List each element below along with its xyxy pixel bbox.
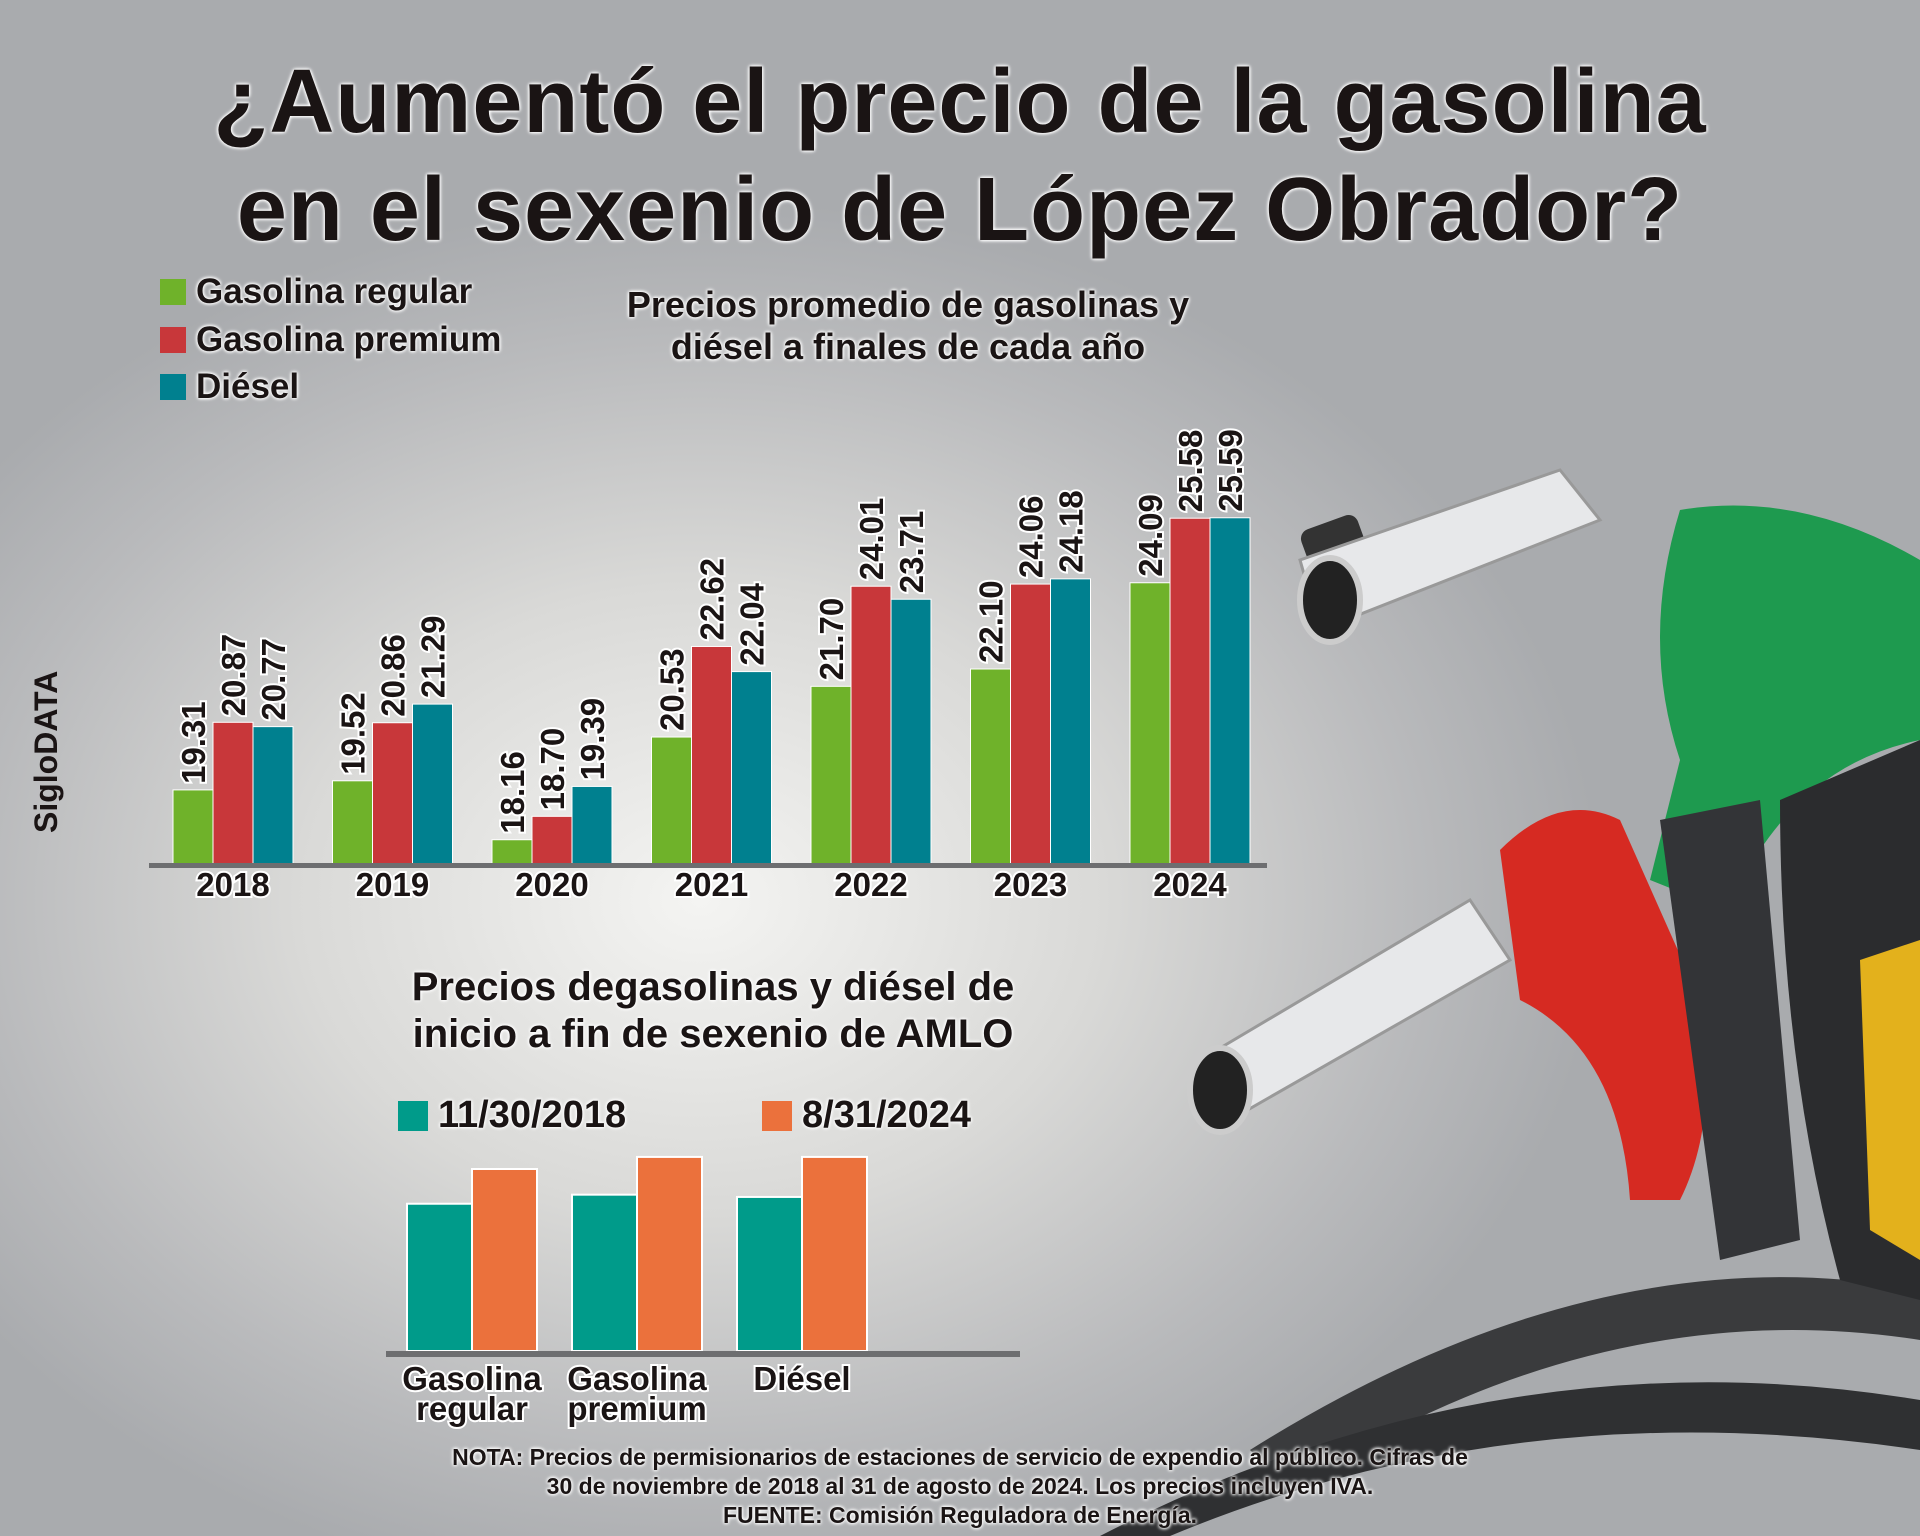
legend-item-diesel: Diésel	[160, 367, 299, 407]
legend-label: 8/31/2024	[802, 1094, 972, 1136]
legend-item-start: 11/30/2018	[398, 1094, 626, 1137]
value-label: 22.62	[694, 558, 731, 641]
value-label: 19.52	[335, 692, 372, 775]
note-line-2: 30 de noviembre de 2018 al 31 de agosto …	[546, 1473, 1374, 1499]
legend-item-end: 8/31/2024	[762, 1094, 971, 1137]
bar-2021-2	[731, 671, 772, 865]
value-label: 19.39	[574, 698, 611, 781]
chart-1-title-line-1: Precios promedio de gasolinas y	[626, 284, 1190, 325]
value-label: 18.70	[534, 728, 571, 811]
value-label: 24.18	[1053, 490, 1090, 573]
legend-item-premium: Gasolina premium	[160, 320, 501, 360]
bar-gasolina-1	[636, 1155, 703, 1352]
bar-2018-1	[212, 721, 254, 865]
source-line: FUENTE: Comisión Reguladora de Energía.	[722, 1502, 1198, 1528]
chart-2-title-line-2: inicio a fin de sexenio de AMLO	[412, 1012, 1014, 1056]
legend-label: Gasolina premium	[196, 320, 502, 359]
x-tick-label: 2019	[356, 866, 429, 903]
bar-2019-0	[332, 780, 373, 865]
value-label: 20.77	[255, 638, 292, 721]
value-label: 22.04	[734, 582, 771, 665]
value-label: 23.71	[893, 511, 930, 594]
chart-1-title: Precios promedio de gasolinas y diésel a…	[558, 284, 1258, 368]
category-label: premium	[567, 1390, 706, 1427]
x-tick-label: 2023	[994, 866, 1067, 903]
value-label: 20.86	[375, 634, 412, 717]
bar-2021-0	[651, 736, 692, 865]
chart-2-title-line-1: Precios degasolinas y diésel de	[411, 965, 1015, 1009]
x-axis-line	[149, 863, 1267, 868]
legend-label: Gasolina regular	[196, 272, 473, 311]
legend-swatch	[398, 1100, 428, 1131]
bar-2019-1	[372, 722, 413, 865]
legend-swatch	[762, 1100, 792, 1131]
value-label: 18.16	[494, 751, 531, 834]
value-label: 25.59	[1212, 429, 1249, 512]
bar-2022-2	[890, 598, 932, 865]
bar-2023-2	[1050, 578, 1091, 865]
value-label: 20.53	[654, 648, 691, 731]
x-tick-label: 2020	[515, 866, 588, 903]
x-tick-label: 2022	[834, 866, 907, 903]
bar-2023-0	[970, 668, 1011, 865]
value-label: 24.06	[1013, 495, 1050, 578]
bar-2018-0	[172, 789, 214, 865]
legend-label: Diésel	[196, 367, 300, 406]
value-label: 24.01	[853, 498, 890, 581]
value-label: 21.70	[813, 598, 850, 681]
category-label: Gasolina	[567, 1360, 707, 1397]
red-nozzle-icon	[1187, 800, 1800, 1260]
category-label: regular	[416, 1390, 528, 1427]
bar-2024-1	[1169, 517, 1211, 865]
bar-2024-2	[1209, 517, 1251, 865]
page-title: ¿Aumentó el precio de la gasolina en el …	[0, 48, 1920, 264]
bar-2021-1	[691, 645, 732, 865]
bar-gasolina-1	[471, 1168, 538, 1352]
chart-2-title: Precios degasolinas y diésel de inicio a…	[313, 964, 1113, 1058]
footnote: NOTA: Precios de permisionarios de estac…	[0, 1443, 1920, 1530]
value-label: 22.10	[973, 580, 1010, 663]
bar-gasolina-0	[406, 1202, 473, 1353]
title-line-1: ¿Aumentó el precio de la gasolina	[213, 52, 1707, 152]
bar-diésel-0	[736, 1195, 803, 1352]
x-tick-label: 2018	[196, 866, 269, 903]
title-line-2: en el sexenio de López Obrador?	[236, 160, 1684, 260]
value-label: 24.09	[1132, 494, 1169, 577]
bar-2018-2	[252, 726, 294, 865]
value-label: 25.58	[1172, 430, 1209, 513]
bar-2020-0	[491, 839, 533, 865]
legend-swatch	[160, 279, 186, 305]
bar-2020-1	[531, 815, 573, 865]
chart-1-title-line-2: diésel a finales de cada año	[670, 326, 1146, 367]
bar-2023-1	[1010, 583, 1051, 865]
bar-gasolina-0	[571, 1193, 638, 1353]
value-label: 21.29	[415, 616, 452, 699]
legend-label: 11/30/2018	[438, 1094, 627, 1136]
bar-2019-2	[412, 703, 453, 865]
value-label: 19.31	[175, 701, 212, 784]
x-tick-label: 2024	[1153, 866, 1227, 903]
note-line-1: NOTA: Precios de permisionarios de estac…	[452, 1444, 1468, 1470]
bar-2022-0	[810, 685, 852, 865]
bar-diésel-1	[801, 1155, 868, 1352]
x-tick-label: 2021	[675, 866, 748, 903]
bar-2024-0	[1129, 582, 1171, 865]
category-label: Diésel	[753, 1360, 850, 1397]
x-axis-line-2	[386, 1351, 1020, 1357]
value-label: 20.87	[215, 634, 252, 717]
legend-item-regular: Gasolina regular	[160, 272, 472, 312]
bar-2020-2	[571, 785, 613, 865]
category-label: Gasolina	[402, 1360, 542, 1397]
bar-2022-1	[850, 585, 892, 865]
legend-swatch	[160, 327, 186, 353]
legend-swatch	[160, 374, 186, 400]
yellow-nozzle-icon	[1860, 940, 1920, 1260]
